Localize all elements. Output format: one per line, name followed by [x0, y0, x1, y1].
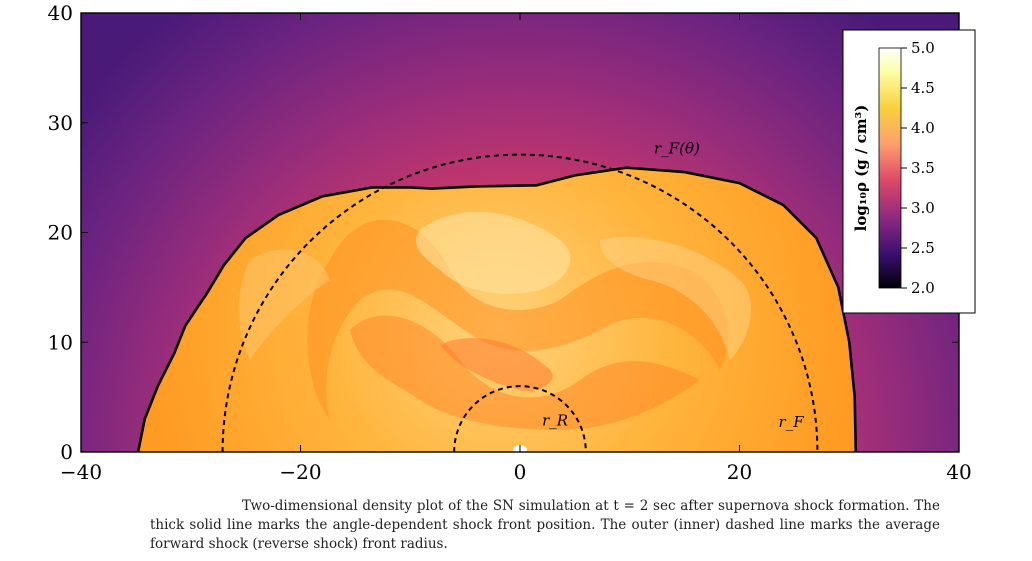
x-tick-label: 0	[514, 460, 527, 484]
y-tick-label: 30	[48, 111, 73, 135]
average-reverse-shock-dashed-line	[453, 385, 587, 453]
colorbar-tick-label: 5.0	[911, 39, 935, 57]
caption-text: Two-dimensional density plot of the SN s…	[150, 498, 940, 552]
colorbar-box	[842, 29, 976, 314]
colorbar-legend: 2.0 2.5 3.0 3.5 4.0 4.5 5.0 log₁₀ρ (g / cm³)	[842, 29, 976, 314]
x-axis: −40 −20 0 20 40	[60, 13, 972, 484]
annotation-label: r_R	[542, 412, 568, 430]
plot-annotations: r_F(θ) r_R r_F	[542, 139, 804, 430]
annotation-label: r_F	[779, 413, 805, 431]
y-axis: 0 10 20 30 40	[48, 1, 959, 464]
x-tick-label: −40	[60, 460, 102, 484]
y-tick-label: 40	[48, 1, 73, 25]
x-tick-label: 20	[727, 460, 752, 484]
x-tick-label: 40	[946, 460, 971, 484]
colorbar-label: log₁₀ρ (g / cm³)	[852, 105, 870, 232]
y-tick-label: 10	[48, 330, 73, 354]
colorbar-tick-label: 2.0	[911, 279, 935, 297]
shock-front-solid-line	[136, 166, 858, 453]
colorbar-tick-label: 4.5	[911, 79, 935, 97]
average-forward-shock-dashed-line	[221, 153, 819, 453]
colorbar-tick-label: 4.0	[911, 119, 935, 137]
turbulent-ejecta-structure	[238, 211, 751, 430]
colorbar-tick-label: 2.5	[911, 239, 935, 257]
colorbar-gradient	[878, 47, 902, 289]
figure-caption: Two-dimensional density plot of the SN s…	[150, 497, 940, 554]
y-tick-label: 0	[60, 440, 73, 464]
x-tick-label: −20	[279, 460, 321, 484]
annotation-label: r_F(θ)	[654, 139, 700, 157]
colorbar-tick-label: 3.0	[911, 199, 935, 217]
colorbar-tick-label: 3.5	[911, 159, 935, 177]
colorbar-ticks: 2.0 2.5 3.0 3.5 4.0 4.5 5.0	[901, 39, 935, 297]
y-tick-label: 20	[48, 221, 73, 245]
